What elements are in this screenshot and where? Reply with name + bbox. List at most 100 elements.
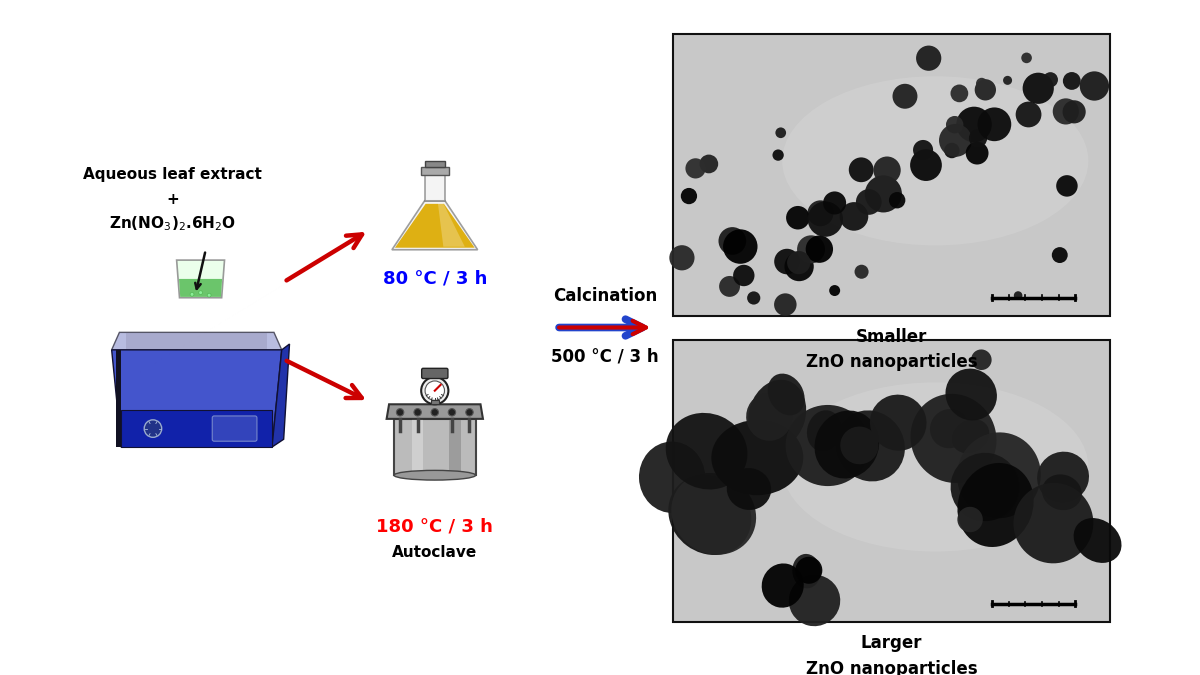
Ellipse shape xyxy=(1037,452,1090,503)
Ellipse shape xyxy=(835,410,905,481)
Ellipse shape xyxy=(950,453,1020,521)
Ellipse shape xyxy=(1074,518,1122,563)
Circle shape xyxy=(916,46,941,71)
Circle shape xyxy=(940,124,972,157)
Circle shape xyxy=(893,84,918,109)
Circle shape xyxy=(805,236,833,263)
Circle shape xyxy=(425,381,444,400)
Circle shape xyxy=(1063,72,1081,90)
Circle shape xyxy=(774,249,799,274)
Text: Larger: Larger xyxy=(860,634,923,652)
Ellipse shape xyxy=(840,427,878,464)
Ellipse shape xyxy=(930,409,970,448)
Polygon shape xyxy=(392,200,478,250)
Circle shape xyxy=(976,78,988,89)
Polygon shape xyxy=(179,279,222,297)
Bar xyxy=(115,350,121,447)
Bar xyxy=(673,340,1110,622)
Text: ZnO nanoparticles: ZnO nanoparticles xyxy=(805,354,977,371)
Circle shape xyxy=(913,140,934,160)
Circle shape xyxy=(946,116,964,134)
Circle shape xyxy=(1022,73,1054,104)
Bar xyxy=(673,34,1110,316)
Circle shape xyxy=(775,128,786,138)
Ellipse shape xyxy=(768,373,805,415)
Circle shape xyxy=(680,188,697,205)
Ellipse shape xyxy=(788,575,840,626)
Circle shape xyxy=(968,129,988,147)
Polygon shape xyxy=(395,204,475,248)
Circle shape xyxy=(396,408,403,416)
Circle shape xyxy=(956,107,992,142)
Circle shape xyxy=(808,201,844,237)
Ellipse shape xyxy=(668,475,751,555)
Circle shape xyxy=(466,408,473,416)
Circle shape xyxy=(1043,72,1058,87)
Ellipse shape xyxy=(671,473,756,555)
Text: +: + xyxy=(166,192,179,207)
Bar xyxy=(425,161,445,167)
Bar xyxy=(425,170,445,200)
Ellipse shape xyxy=(952,419,989,454)
Circle shape xyxy=(787,251,810,274)
Circle shape xyxy=(944,143,960,158)
Circle shape xyxy=(786,206,810,230)
Circle shape xyxy=(1056,175,1078,196)
Ellipse shape xyxy=(958,433,1040,518)
Circle shape xyxy=(889,192,905,209)
Circle shape xyxy=(1062,101,1086,124)
Text: Calcination: Calcination xyxy=(553,288,656,305)
Ellipse shape xyxy=(762,564,804,608)
FancyBboxPatch shape xyxy=(212,416,257,441)
Text: Aqueous leaf extract: Aqueous leaf extract xyxy=(83,167,262,182)
Circle shape xyxy=(719,227,746,255)
Bar xyxy=(983,288,1084,302)
Circle shape xyxy=(685,158,706,178)
Ellipse shape xyxy=(911,394,996,483)
Ellipse shape xyxy=(806,410,841,452)
Circle shape xyxy=(208,293,211,297)
Circle shape xyxy=(978,107,1012,141)
Circle shape xyxy=(808,200,834,226)
Circle shape xyxy=(670,245,695,271)
Bar xyxy=(449,419,461,475)
Circle shape xyxy=(773,149,784,161)
FancyBboxPatch shape xyxy=(421,369,448,379)
Ellipse shape xyxy=(946,369,997,421)
Circle shape xyxy=(700,155,718,173)
Ellipse shape xyxy=(782,383,1088,551)
Text: 500 °C / 3 h: 500 °C / 3 h xyxy=(551,348,659,366)
Polygon shape xyxy=(121,410,272,447)
Circle shape xyxy=(856,189,882,215)
Text: Autoclave: Autoclave xyxy=(392,545,478,560)
Circle shape xyxy=(748,292,761,304)
Circle shape xyxy=(733,265,755,286)
Ellipse shape xyxy=(666,413,748,489)
Circle shape xyxy=(854,265,869,279)
Circle shape xyxy=(966,142,989,165)
Ellipse shape xyxy=(786,405,870,486)
Circle shape xyxy=(874,157,901,184)
Circle shape xyxy=(724,230,757,264)
Ellipse shape xyxy=(971,350,991,370)
Ellipse shape xyxy=(749,380,806,450)
Bar xyxy=(394,419,475,475)
Circle shape xyxy=(1014,291,1022,300)
Circle shape xyxy=(1021,53,1032,63)
Circle shape xyxy=(910,149,942,181)
Ellipse shape xyxy=(958,463,1033,547)
Circle shape xyxy=(449,408,456,416)
Circle shape xyxy=(1052,99,1079,124)
Polygon shape xyxy=(112,350,282,447)
Circle shape xyxy=(823,192,846,215)
Text: 180 °C / 3 h: 180 °C / 3 h xyxy=(377,518,493,536)
Circle shape xyxy=(1052,247,1068,263)
Circle shape xyxy=(144,420,162,437)
Circle shape xyxy=(848,157,874,182)
Circle shape xyxy=(190,292,194,296)
Bar xyxy=(126,333,268,349)
Circle shape xyxy=(865,176,902,213)
Text: Zn(NO$_3$)$_2$.6H$_2$O: Zn(NO$_3$)$_2$.6H$_2$O xyxy=(109,214,236,233)
Text: ZnO nanoparticles: ZnO nanoparticles xyxy=(805,659,977,675)
Ellipse shape xyxy=(712,420,803,495)
